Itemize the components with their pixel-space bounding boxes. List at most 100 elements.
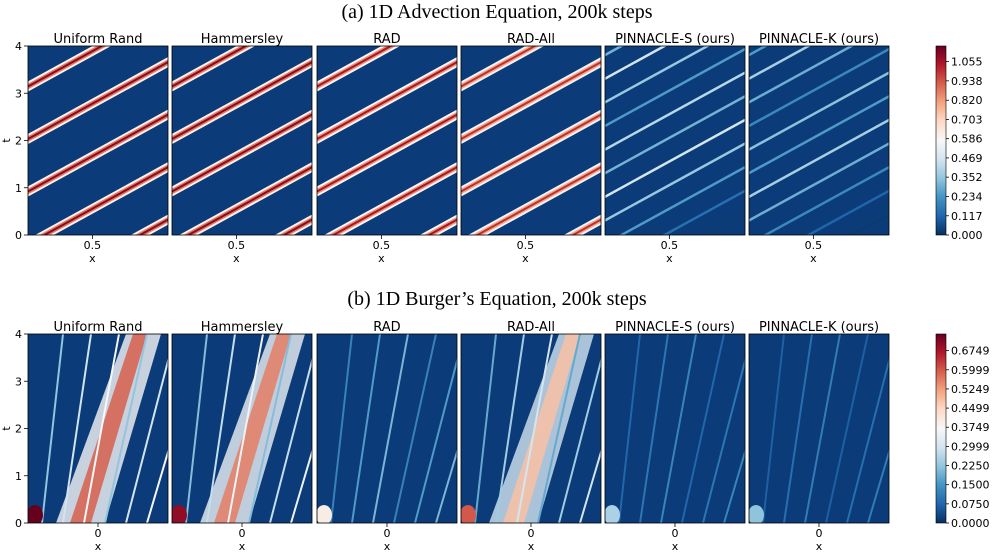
x-tick-label: 0.5 [228, 239, 246, 252]
y-tick-label: 4 [15, 328, 22, 341]
panel-frame [316, 45, 458, 236]
error-streak [605, 71, 745, 151]
x-axis-label: x [666, 252, 673, 265]
panel-title: Uniform Rand [53, 32, 142, 47]
error-streak [414, 357, 457, 523]
error-hotspot [749, 505, 764, 523]
x-tick-label: 0.5 [661, 239, 679, 252]
colorbar-tick-label: 0.1500 [951, 479, 990, 492]
error-streak [372, 334, 409, 523]
x-axis-label: x [816, 540, 823, 553]
row-burgers: Uniform Rand0xHammersley0xRAD0xRAD-All0x… [0, 320, 990, 553]
error-hotspot [605, 505, 620, 523]
error-streak [125, 357, 168, 523]
panel-title: PINNACLE-S (ours) [615, 320, 735, 335]
x-tick-label: 0.5 [373, 239, 391, 252]
panel-frame [604, 45, 746, 236]
panel: RAD-All 0.5x [460, 32, 602, 265]
error-streak [83, 334, 120, 523]
panel-title: Hammersley [201, 32, 284, 47]
x-tick-label: 0 [95, 527, 102, 540]
x-tick-label: 0.5 [84, 239, 102, 252]
error-band [331, 166, 457, 235]
x-axis-label: x [384, 540, 391, 553]
panel-title: PINNACLE-K (ours) [759, 320, 879, 335]
error-band [28, 61, 168, 141]
error-streak [579, 448, 601, 523]
x-tick-label: 0 [384, 527, 391, 540]
error-streak [330, 334, 353, 523]
colorbar-tick-label: 0.000 [951, 229, 983, 242]
panel: RAD 0.5x [316, 32, 458, 265]
panel: Hammersley 0x [171, 320, 313, 553]
panel-background [317, 334, 457, 523]
panel-frame [748, 45, 890, 236]
panel: PINNACLE-K (ours) 0x [748, 320, 890, 553]
error-hotspot [317, 505, 332, 523]
x-axis-label: x [239, 540, 246, 553]
panel-background [749, 334, 889, 523]
error-streak [248, 334, 292, 523]
error-streak [435, 448, 457, 523]
y-tick-label: 1 [15, 470, 22, 483]
error-streak [762, 334, 785, 523]
colorbar-tick-label: 0.703 [951, 113, 983, 126]
error-streak [729, 0, 909, 19]
row-a-title: (a) 1D Advection Equation, 200k steps [341, 1, 652, 23]
error-band [461, 113, 601, 193]
error-streak [537, 334, 581, 523]
panel-title: RAD-All [507, 320, 555, 335]
x-axis-label: x [89, 252, 96, 265]
colorbar-tick-label: 0.0750 [951, 498, 990, 511]
colorbar-tick-label: 0.6749 [951, 345, 990, 358]
error-streak [749, 47, 889, 128]
panel-frame [460, 45, 602, 236]
error-streak [605, 47, 745, 128]
error-streak [269, 357, 312, 523]
error-streak [104, 334, 148, 523]
x-tick-label: 0.5 [517, 239, 535, 252]
error-streak [290, 448, 312, 523]
panel-background [605, 334, 745, 523]
error-streak [393, 334, 437, 523]
error-wedge-core [70, 334, 147, 523]
x-axis-label: x [672, 540, 679, 553]
error-wedge-core [214, 334, 291, 523]
x-axis-label: x [528, 540, 535, 553]
panel: PINNACLE-S (ours) 0.5x [604, 32, 746, 265]
error-streak [749, 94, 889, 175]
error-band [172, 61, 312, 141]
error-streak [618, 165, 745, 235]
error-streak [749, 71, 889, 151]
error-band [317, 46, 393, 88]
colorbar-tick-label: 0.4499 [951, 402, 990, 415]
colorbar-tick-label: 0.5999 [951, 364, 990, 377]
error-streak [185, 334, 208, 523]
error-streak [749, 142, 889, 222]
error-streak [605, 46, 711, 104]
colorbar-tick-label: 0.2250 [951, 460, 990, 473]
colorbar-tick-label: 0.469 [951, 152, 983, 165]
colorbar-tick-label: 0.117 [951, 210, 983, 223]
x-tick-label: 0 [816, 527, 823, 540]
error-band [475, 166, 601, 235]
y-tick-label: 3 [15, 87, 22, 100]
error-streak [639, 334, 669, 523]
colorbar-tick-label: 0.352 [951, 171, 983, 184]
error-streak [605, 46, 668, 81]
colorbar-tick-label: 0.2999 [951, 440, 990, 453]
error-streak [660, 334, 697, 523]
error-streak [605, 142, 745, 222]
error-streak [723, 448, 745, 523]
error-streak [867, 448, 889, 523]
error-hotspot [461, 505, 476, 523]
error-streak [227, 334, 264, 523]
x-axis-label: x [522, 252, 529, 265]
x-tick-label: 0.5 [805, 239, 823, 252]
panel: Uniform Rand 0x [27, 320, 169, 553]
error-hotspot [28, 505, 43, 523]
error-streak [62, 334, 92, 523]
error-streak [206, 334, 236, 523]
colorbar-tick-label: 1.055 [951, 56, 983, 69]
error-streak [704, 213, 745, 235]
